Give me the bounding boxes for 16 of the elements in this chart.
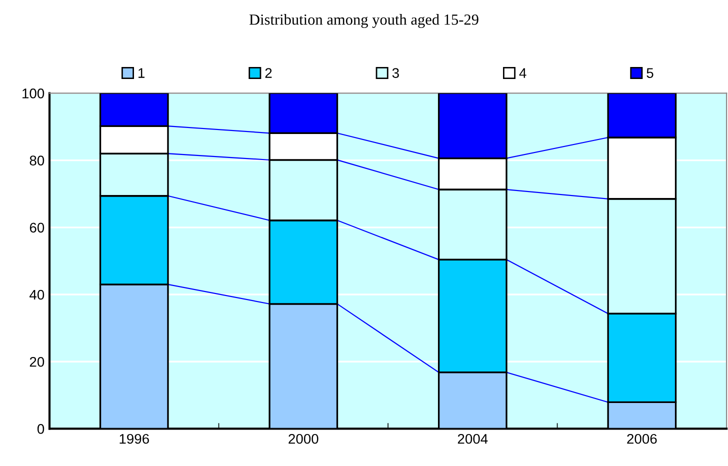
- y-tick-label: 80: [30, 156, 44, 166]
- legend-label: 4: [519, 68, 526, 78]
- legend-label: 2: [265, 68, 272, 78]
- legend-label: 1: [138, 68, 145, 78]
- legend-label: 5: [646, 68, 654, 78]
- x-tick-label: 2000: [288, 434, 318, 444]
- y-tick-label: 20: [30, 356, 44, 367]
- x-tick-label: 2006: [627, 434, 657, 444]
- x-tick-label: 1996: [120, 434, 149, 444]
- y-tick-label: 60: [30, 222, 44, 233]
- legend-label: 3: [392, 68, 399, 78]
- x-tick-label: 2004: [458, 434, 488, 444]
- y-tick-label: 100: [22, 88, 44, 98]
- chart-title: Distribution among youth aged 15-29: [249, 14, 478, 28]
- y-tick-label: 40: [30, 290, 44, 300]
- y-tick-label: 0: [37, 424, 44, 434]
